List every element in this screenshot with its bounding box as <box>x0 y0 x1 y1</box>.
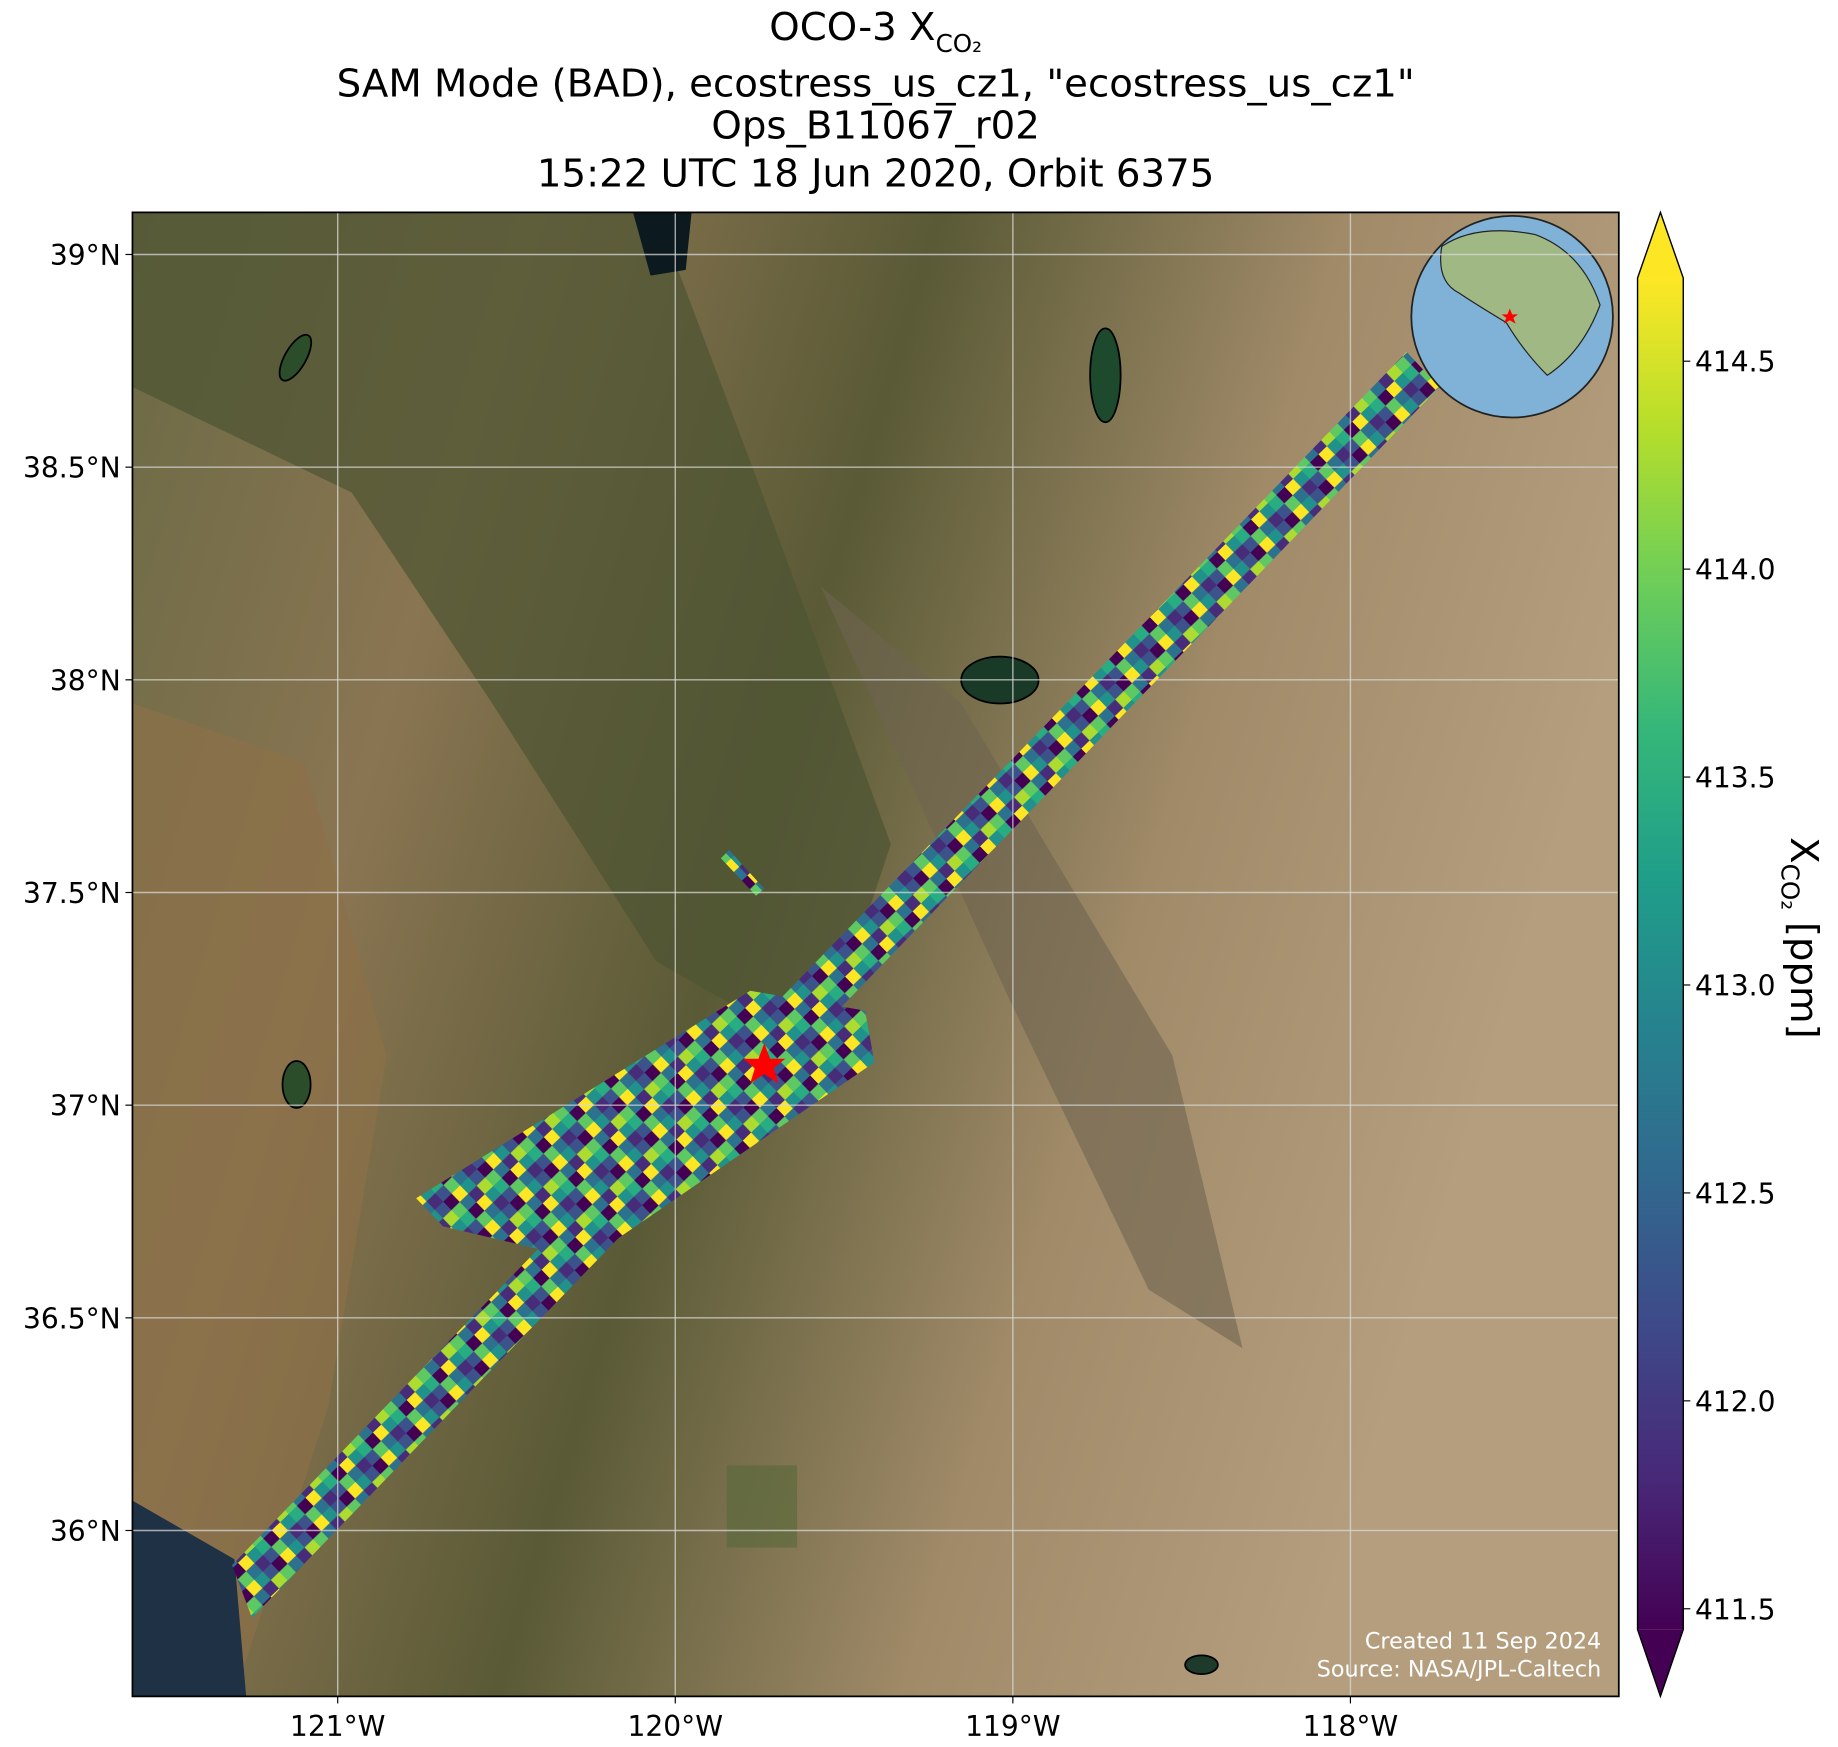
x-tick-label: 120°W <box>627 1710 723 1743</box>
colorbar-label-base: X <box>1781 837 1826 864</box>
title-subscript: CO₂ <box>936 29 982 58</box>
colorbar-body <box>1637 278 1684 1630</box>
y-tick-label: 38°N <box>50 664 121 697</box>
target-star <box>743 1043 786 1084</box>
x-tick-label: 118°W <box>1303 1710 1399 1743</box>
grid <box>132 212 1619 1697</box>
globe-inset <box>1410 215 1614 419</box>
colorbar-extend-min <box>1637 1629 1684 1697</box>
x-tick-label: 121°W <box>290 1710 386 1743</box>
colorbar-tick-label: 411.5 <box>1695 1593 1776 1626</box>
x-tick-label: 119°W <box>965 1710 1061 1743</box>
colorbar-label-unit: [ppm] <box>1781 922 1826 1039</box>
colorbar-outline <box>1636 210 1684 1699</box>
y-tick-label: 36.5°N <box>23 1302 121 1335</box>
colorbar: 411.5 412.0 412.5 413.0 413.5 414.0 414.5 <box>1636 210 1776 1699</box>
y-tick-label: 37°N <box>50 1090 121 1123</box>
title-main: OCO-3 X <box>769 5 935 50</box>
colorbar-tick-label: 414.5 <box>1695 346 1776 379</box>
title: OCO-3 XCO₂ <box>769 5 982 58</box>
title-line: SAM Mode (BAD), ecostress_us_cz1, "ecost… <box>337 61 1415 106</box>
annotation: Source: NASA/JPL-Caltech <box>1317 1656 1601 1682</box>
y-tick-label: 36°N <box>50 1515 121 1548</box>
map-frame <box>131 211 1620 1698</box>
title-line: 15:22 UTC 18 Jun 2020, Orbit 6375 <box>537 152 1214 197</box>
title-line: Ops_B11067_r02 <box>711 104 1039 149</box>
colorbar-extend-max <box>1637 212 1684 279</box>
colorbar-tick-label: 413.0 <box>1695 970 1776 1003</box>
ticks: 121°W 120°W 119°W 118°W 36°N 36.5°N 37°N 37.5°N… <box>23 239 1398 1743</box>
colorbar-tick-label: 412.5 <box>1695 1177 1776 1210</box>
colorbar-tick-label: 412.0 <box>1695 1385 1776 1418</box>
y-tick-label: 38.5°N <box>23 452 121 485</box>
colorbar-tick-label: 413.5 <box>1695 762 1776 795</box>
colorbar-tick-label: 414.0 <box>1695 554 1776 587</box>
colorbar-label-subscript: CO₂ <box>1776 864 1805 910</box>
annotation: Created 11 Sep 2024 <box>1365 1628 1601 1654</box>
colorbar-label: XCO₂ [ppm] <box>1776 837 1826 1039</box>
y-tick-label: 39°N <box>50 239 121 272</box>
y-tick-label: 37.5°N <box>23 877 121 910</box>
